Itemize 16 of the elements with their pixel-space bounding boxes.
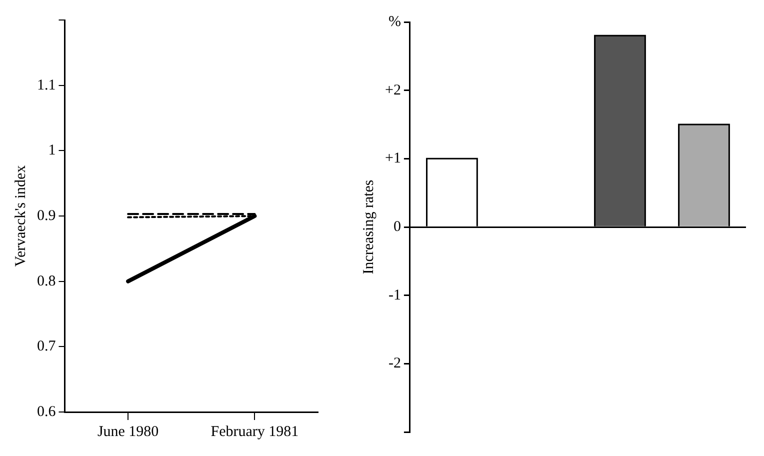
y-tick-label: -2 (388, 356, 401, 372)
y-axis-title: Increasing rates (360, 180, 377, 274)
y-tick-label: % (388, 14, 401, 30)
x-tick-label: February 1981 (210, 424, 299, 440)
y-tick-label: +1 (384, 150, 401, 167)
y-tick-label: 0 (393, 218, 401, 235)
y-tick-label: 0.6 (37, 404, 56, 420)
y-tick-label: -1 (388, 287, 401, 304)
y-tick-label: +2 (384, 82, 401, 98)
x-tick-label: June 1980 (97, 424, 159, 440)
y-axis-title: Vervaeck's index (12, 164, 29, 267)
y-tick-label: 0.9 (37, 208, 56, 224)
y-tick-label: 0.7 (37, 338, 56, 355)
y-tick-label: 1 (48, 142, 56, 159)
y-tick-label: 1.1 (37, 77, 56, 94)
y-tick-label: 0.8 (37, 273, 56, 290)
